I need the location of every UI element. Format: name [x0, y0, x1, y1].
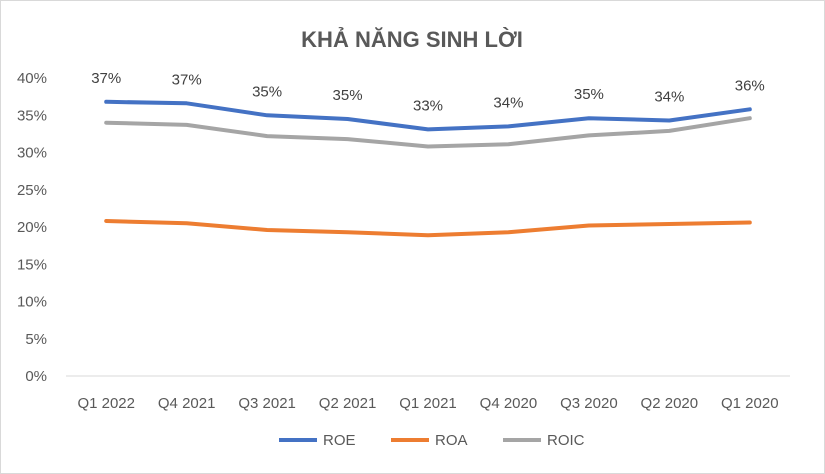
- data-label-roe: 37%: [172, 71, 202, 88]
- x-tick-label: Q1 2020: [721, 395, 779, 412]
- y-tick-label: 20%: [17, 219, 47, 236]
- data-label-roe: 34%: [493, 94, 523, 111]
- y-tick-label: 0%: [25, 368, 47, 385]
- x-tick-label: Q4 2020: [480, 395, 538, 412]
- legend: ROE ROA ROIC: [279, 432, 585, 449]
- legend-label-roic: ROIC: [547, 432, 585, 449]
- x-tick-label: Q3 2020: [560, 395, 618, 412]
- x-tick-label: Q1 2021: [399, 395, 457, 412]
- data-label-roe: 36%: [735, 77, 765, 94]
- x-axis-ticks: Q1 2022 Q4 2021 Q3 2021 Q2 2021 Q1 2021 Q4 20…: [77, 395, 778, 412]
- y-tick-label: 10%: [17, 294, 47, 311]
- x-tick-label: Q2 2020: [641, 395, 699, 412]
- y-tick-label: 25%: [17, 182, 47, 199]
- y-tick-label: 40%: [17, 70, 47, 87]
- data-label-roe: 37%: [91, 70, 121, 87]
- series-lines: [104, 99, 752, 238]
- data-label-roe: 35%: [333, 87, 363, 104]
- legend-label-roa: ROA: [435, 432, 468, 449]
- data-label-roe: 35%: [574, 86, 604, 103]
- y-tick-label: 35%: [17, 107, 47, 124]
- y-tick-label: 5%: [25, 331, 47, 348]
- y-axis-ticks: 0% 5% 10% 15% 20% 25% 30% 35% 40%: [17, 70, 47, 385]
- data-label-roe: 35%: [252, 83, 282, 100]
- x-tick-label: Q3 2021: [238, 395, 296, 412]
- x-tick-label: Q4 2021: [158, 395, 216, 412]
- chart-title: KHẢ NĂNG SINH LỜI: [301, 27, 523, 52]
- data-label-roe: 34%: [654, 88, 684, 105]
- x-tick-label: Q1 2022: [77, 395, 135, 412]
- y-tick-label: 30%: [17, 145, 47, 162]
- data-label-roe: 33%: [413, 97, 443, 114]
- series-line-roe: [104, 99, 752, 132]
- data-labels: 37% 37% 35% 35% 33% 34% 35% 34% 36%: [91, 70, 765, 115]
- y-tick-label: 15%: [17, 256, 47, 273]
- series-line-roic: [104, 116, 752, 149]
- series-line-roa: [104, 219, 752, 238]
- legend-label-roe: ROE: [323, 432, 356, 449]
- x-tick-label: Q2 2021: [319, 395, 377, 412]
